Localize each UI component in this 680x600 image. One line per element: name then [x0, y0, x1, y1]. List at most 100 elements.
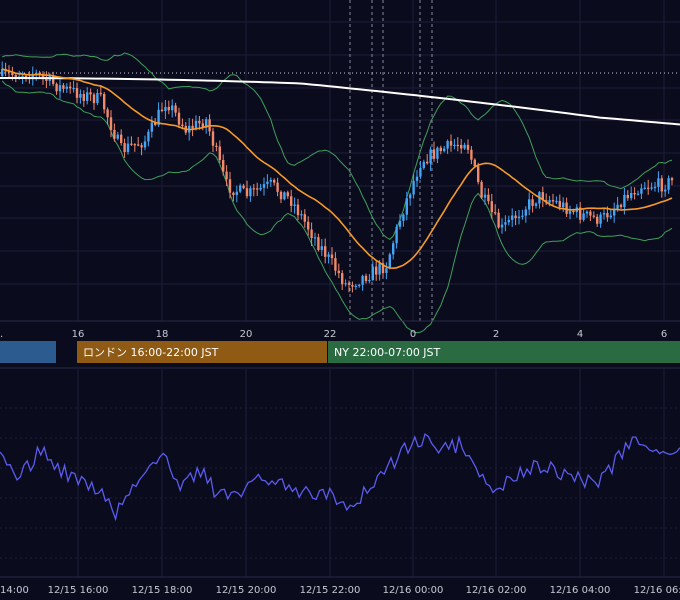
candle-body — [517, 216, 521, 219]
candle-body — [514, 215, 517, 219]
candle-body — [290, 196, 293, 206]
candle-body — [670, 178, 674, 181]
candle-body — [460, 144, 463, 149]
candle-body — [65, 86, 68, 89]
candle-body — [228, 179, 232, 193]
candle-body — [653, 186, 657, 189]
candle-body — [55, 83, 58, 92]
candle-body — [283, 192, 286, 200]
candle-body — [320, 246, 323, 250]
candle-body — [317, 237, 320, 250]
candle-body — [443, 148, 446, 152]
candle-body — [504, 222, 507, 225]
candle-body — [133, 144, 136, 146]
candle-body — [300, 214, 303, 216]
candle-body — [259, 187, 262, 190]
oscillator-x-tick-partial: 14:00 — [0, 585, 29, 596]
candle-body — [35, 72, 38, 75]
candle-body — [334, 258, 337, 271]
candle-body — [7, 71, 11, 73]
candle-body — [613, 208, 616, 216]
candle-body — [596, 216, 599, 224]
candle-body — [313, 237, 317, 239]
candle-body — [276, 182, 279, 192]
candle-body — [130, 143, 133, 145]
candle-body — [449, 141, 453, 146]
candle-body — [602, 212, 606, 215]
price-grid — [0, 0, 680, 321]
candle-body — [52, 75, 55, 84]
candle-body — [303, 214, 306, 222]
candle-body — [585, 211, 589, 214]
candle-body — [1, 68, 4, 76]
candle-body — [106, 109, 109, 118]
candle-body — [470, 149, 473, 160]
price-x-tick-label: 22 — [324, 329, 337, 340]
candle-body — [405, 198, 408, 215]
candle-body — [150, 122, 153, 132]
oscillator-x-axis: 14:00 12/15 16:00 12/15 18:00 12/15 20:00 12… — [0, 585, 680, 596]
candle-body — [324, 246, 327, 257]
candle-body — [657, 178, 660, 187]
candle-body — [269, 179, 272, 182]
candle-body — [463, 144, 466, 149]
oscillator-x-tick-label: 12/15 16:00 — [48, 585, 109, 596]
candle-body — [623, 194, 626, 208]
candle-body — [395, 226, 398, 244]
candle-body — [310, 229, 313, 239]
candle-body — [548, 200, 551, 203]
candle-body — [222, 160, 225, 172]
oscillator-x-tick-label: 12/16 06:00 — [634, 585, 680, 596]
candle-body — [429, 149, 432, 164]
candle-body — [191, 125, 194, 129]
candle-body — [619, 204, 623, 208]
candle-body — [11, 72, 14, 76]
candle-body — [75, 87, 79, 98]
candle-body — [351, 284, 354, 287]
candle-body — [89, 92, 92, 95]
candle-body — [402, 214, 405, 221]
candle-body — [296, 204, 300, 216]
candle-body — [262, 184, 266, 188]
candle-body — [140, 145, 143, 148]
candle-body — [477, 166, 480, 182]
candle-body — [415, 176, 419, 181]
price-x-tick-label: 16 — [72, 329, 85, 340]
oscillator-panel — [0, 368, 680, 577]
candle-body — [167, 106, 170, 111]
candle-body — [14, 75, 17, 79]
candle-body — [109, 117, 113, 130]
short-moving-average-line — [1, 68, 673, 270]
candle-body — [358, 284, 361, 287]
candle-body — [497, 212, 500, 228]
candle-body — [541, 192, 544, 201]
candle-body — [103, 93, 106, 110]
candle-body — [58, 85, 62, 92]
candle-body — [378, 263, 381, 275]
candle-body — [392, 243, 395, 255]
session-london-label: ロンドン 16:00-22:00 JST — [83, 346, 219, 359]
price-x-tick-label: 2 — [493, 329, 499, 340]
candle-body — [419, 167, 422, 177]
candle-body — [69, 86, 72, 89]
candle-body — [266, 181, 269, 185]
candle-body — [568, 210, 572, 214]
candle-body — [626, 194, 629, 199]
candle-body — [194, 120, 198, 129]
oscillator-x-tick-label: 12/16 00:00 — [383, 585, 444, 596]
candle-body — [198, 120, 201, 124]
candle-body — [256, 188, 259, 190]
candle-body — [480, 181, 483, 198]
candle-body — [201, 123, 204, 128]
candle-body — [432, 149, 436, 159]
candle-body — [354, 285, 357, 288]
candle-body — [62, 85, 65, 89]
candle-body — [215, 145, 218, 147]
candle-body — [616, 204, 619, 209]
candle-body — [368, 279, 371, 282]
candlestick-series — [1, 61, 674, 293]
candle-body — [490, 201, 493, 213]
candle-body — [171, 105, 174, 111]
candle-body — [500, 224, 504, 228]
